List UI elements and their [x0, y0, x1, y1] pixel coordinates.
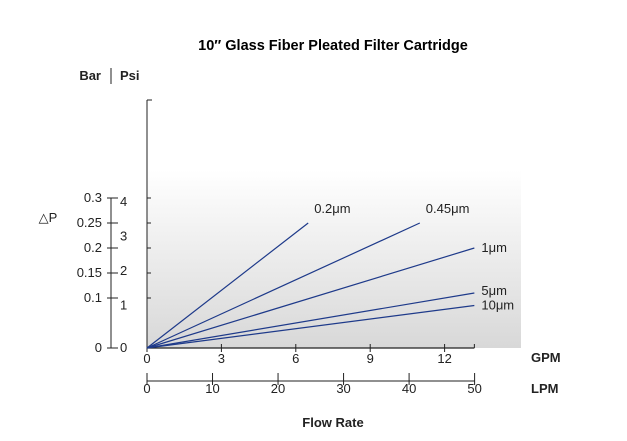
x-lpm-tick-label: 10 [205, 381, 219, 396]
series-label: 5μm [481, 283, 507, 298]
x-axis-label: Flow Rate [302, 415, 363, 430]
series-line [146, 304, 475, 349]
y-bar-tick-label: 0.15 [77, 265, 102, 280]
x-gpm-tick-label: 12 [437, 351, 451, 366]
y-bar-tick-label: 0.2 [84, 240, 102, 255]
x-unit-lpm: LPM [531, 381, 558, 396]
series-line [146, 222, 309, 349]
series-label: 1μm [481, 240, 507, 255]
chart-title: 10″ Glass Fiber Pleated Filter Cartridge [198, 38, 468, 54]
y-unit-bar: Bar [79, 68, 101, 83]
x-lpm-tick-label: 20 [271, 381, 285, 396]
y-psi-tick-label: 2 [120, 263, 127, 278]
series-label: 0.2μm [314, 201, 350, 216]
series-line [146, 292, 475, 349]
x-unit-gpm: GPM [531, 350, 561, 365]
y-unit-psi: Psi [120, 68, 140, 83]
y-bar-tick-label: 0.25 [77, 215, 102, 230]
y-axis-label: △P [39, 210, 58, 225]
y-psi-tick-label: 1 [120, 298, 127, 313]
plot-background [147, 170, 521, 348]
x-gpm-tick-label: 6 [292, 351, 299, 366]
y-psi-tick-label: 0 [120, 340, 127, 355]
series-line [146, 222, 421, 349]
y-psi-tick-label: 4 [120, 194, 127, 209]
x-lpm-tick-label: 0 [143, 381, 150, 396]
x-gpm-tick-label: 3 [218, 351, 225, 366]
x-lpm-tick-label: 50 [467, 381, 481, 396]
x-lpm-tick-label: 30 [336, 381, 350, 396]
series-label: 10μm [481, 298, 514, 313]
y-bar-tick-label: 0 [95, 340, 102, 355]
series-line [146, 247, 475, 349]
y-psi-tick-label: 3 [120, 229, 127, 244]
y-bar-tick-label: 0.3 [84, 190, 102, 205]
series-label: 0.45μm [426, 201, 470, 216]
y-bar-tick-label: 0.1 [84, 290, 102, 305]
x-lpm-tick-label: 40 [402, 381, 416, 396]
x-gpm-tick-label: 0 [143, 351, 150, 366]
x-gpm-tick-label: 9 [367, 351, 374, 366]
